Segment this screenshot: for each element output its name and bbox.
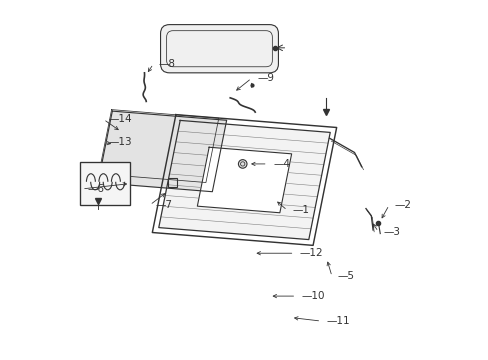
Text: —7: —7 (155, 200, 172, 210)
Text: —2: —2 (394, 200, 411, 210)
Text: —14: —14 (108, 114, 132, 124)
Text: —6: —6 (87, 184, 104, 194)
Polygon shape (159, 120, 329, 240)
Text: —9: —9 (257, 73, 273, 83)
Text: —11: —11 (326, 316, 349, 326)
Polygon shape (197, 147, 291, 213)
Text: —8: —8 (159, 59, 175, 69)
FancyBboxPatch shape (160, 24, 278, 73)
Text: —10: —10 (301, 291, 325, 301)
Text: —12: —12 (299, 248, 323, 258)
Text: —5: —5 (337, 271, 354, 282)
Text: —13: —13 (108, 138, 132, 148)
Text: —3: —3 (383, 227, 400, 237)
FancyBboxPatch shape (80, 162, 130, 205)
Circle shape (238, 159, 246, 168)
Text: —4: —4 (272, 159, 289, 169)
Polygon shape (98, 111, 226, 192)
Text: —1: —1 (292, 205, 309, 215)
